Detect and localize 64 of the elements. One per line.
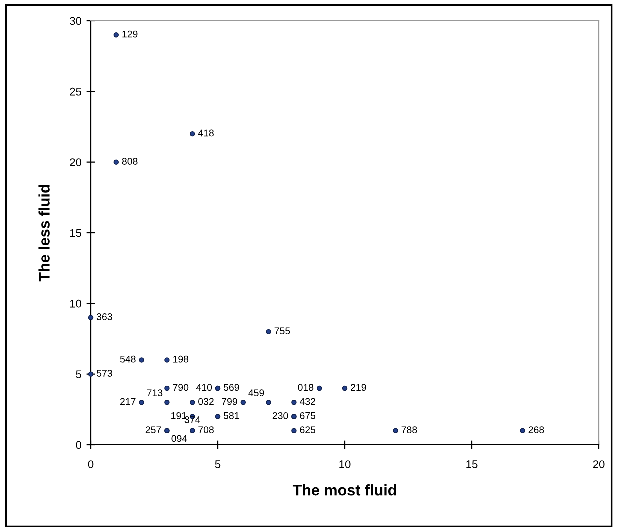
x-tick-label: 5	[215, 460, 221, 468]
point	[190, 400, 196, 406]
x-tick-label: 10	[340, 460, 351, 468]
annotation: 675	[300, 412, 316, 420]
annotation: 708	[198, 426, 214, 434]
annotation: 573	[96, 370, 112, 377]
point	[215, 414, 221, 420]
annotation: 257	[146, 426, 162, 434]
y-tick-label: 0	[76, 441, 82, 450]
annotation: 581	[224, 412, 240, 420]
x-tick-label: 0	[88, 460, 94, 468]
x-tick-label: 20	[593, 460, 605, 468]
point	[114, 160, 120, 165]
annotation: 230	[272, 412, 288, 420]
annotation: 432	[300, 398, 316, 406]
y-tick-label: 20	[70, 158, 82, 166]
x-tick-label: 15	[466, 460, 478, 468]
annotation: 129	[122, 30, 138, 38]
point	[292, 428, 297, 434]
annotation: 018	[298, 384, 314, 392]
point	[164, 386, 170, 392]
point	[266, 329, 272, 335]
point	[190, 131, 196, 137]
point	[316, 386, 322, 392]
point	[393, 428, 398, 434]
y-tick-label: 10	[70, 300, 82, 308]
annotation: 459	[248, 390, 264, 397]
annotation: 268	[528, 426, 544, 434]
point	[139, 358, 144, 363]
point	[240, 400, 246, 406]
annotation: 548	[120, 356, 136, 363]
point	[88, 315, 94, 320]
annotation: 363	[96, 314, 112, 320]
x-axis-title: The most fluid	[292, 484, 396, 496]
point	[342, 386, 348, 392]
y-axis-title: The less fluid	[38, 185, 50, 282]
annotation: 790	[173, 384, 189, 392]
point	[266, 400, 272, 406]
point	[139, 400, 144, 406]
annotation: 569	[224, 384, 240, 392]
y-tick-label: 30	[70, 17, 82, 26]
annotation: 198	[173, 356, 189, 363]
annotation: 217	[120, 398, 136, 406]
point	[520, 428, 526, 434]
annotation: 808	[122, 158, 138, 165]
annotation: 032	[198, 398, 214, 406]
annotation: 219	[351, 384, 366, 392]
annotation: 418	[198, 130, 214, 137]
annotation: 094	[172, 435, 188, 442]
annotation: 625	[300, 426, 316, 434]
annotation: 755	[274, 328, 290, 335]
annotation: 713	[147, 390, 163, 397]
annotation: 788	[402, 426, 418, 434]
point	[114, 32, 120, 38]
point	[292, 400, 297, 406]
annotation: 410	[196, 384, 212, 392]
annotation: 191	[172, 412, 187, 420]
point	[164, 400, 170, 406]
annotation: 799	[222, 398, 238, 406]
y-tick-label: 25	[70, 88, 82, 96]
annotation: 374	[184, 416, 200, 424]
y-tick-label: 5	[76, 370, 82, 378]
y-tick-label: 15	[70, 229, 82, 238]
point	[164, 358, 170, 363]
